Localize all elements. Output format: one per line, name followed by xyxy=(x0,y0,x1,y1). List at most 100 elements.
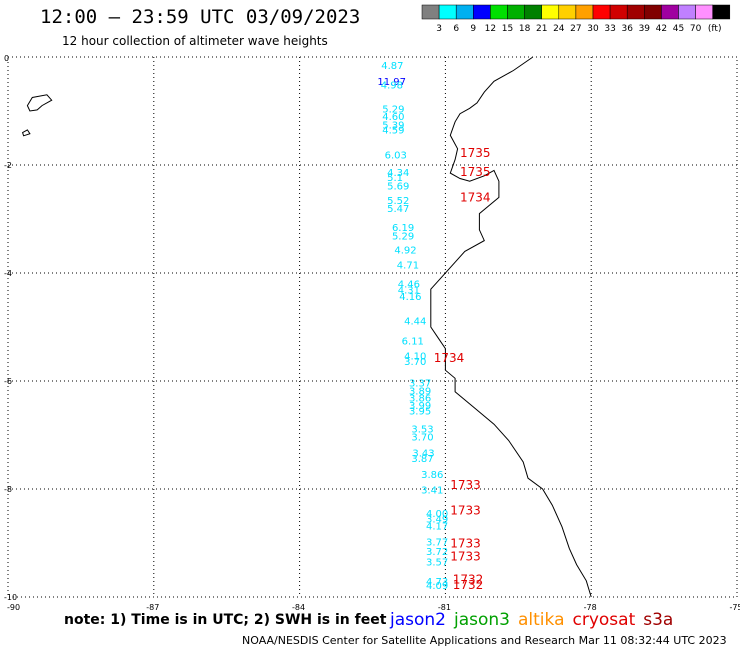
wave-height-label: 6.03 xyxy=(385,151,407,162)
wave-height-label: 3.53 xyxy=(411,424,433,435)
wave-height-label: 3.87 xyxy=(411,454,433,465)
colorbar-swatch xyxy=(661,4,679,20)
wave-height-label: 5.29 xyxy=(392,232,414,243)
wave-height-label: 3.72 xyxy=(426,547,448,558)
wave-height-label: 5.52 xyxy=(387,196,409,207)
wave-height-label: 5.47 xyxy=(387,204,409,215)
satellite-legend-jason2: jason2 xyxy=(390,610,446,630)
wave-height-label: 11.97 xyxy=(377,77,406,88)
galapagos-island xyxy=(26,94,53,112)
wave-height-label: 4.92 xyxy=(394,246,416,257)
colorbar-swatch xyxy=(438,4,457,20)
satellite-legend-altika: altika xyxy=(518,610,565,630)
pass-time-label: 1735 xyxy=(460,146,491,160)
wave-height-label: 4.16 xyxy=(399,292,421,303)
wave-height-label: 5.69 xyxy=(387,181,409,192)
galapagos-islet xyxy=(22,129,31,137)
satellite-legend-cryosat: cryosat xyxy=(572,610,636,630)
colorbar-swatch xyxy=(644,4,662,20)
colorbar-label: 21 xyxy=(536,24,547,34)
pass-time-label: 1734 xyxy=(460,191,491,205)
wave-height-label: 3.70 xyxy=(411,432,433,443)
wave-height-label: 3.37 xyxy=(409,378,431,389)
lat-tick-label: -8 xyxy=(4,485,12,494)
wave-height-label: 4.10 xyxy=(404,351,426,362)
colorbar-label: 12 xyxy=(485,24,496,34)
pass-time-label: 1735 xyxy=(460,165,491,179)
pass-time-label: 1732 xyxy=(453,578,484,592)
map-subtitle: 12 hour collection of altimeter wave hei… xyxy=(62,34,328,48)
colorbar-swatch xyxy=(455,4,474,20)
pass-time-label: 1733 xyxy=(450,478,481,492)
colorbar-swatch xyxy=(712,4,731,20)
colorbar-swatch xyxy=(695,4,713,20)
map-title: 12:00 – 23:59 UTC 03/09/2023 xyxy=(40,6,361,28)
colorbar-swatch xyxy=(626,4,645,20)
wave-height-label: 4.31 xyxy=(398,286,420,297)
wave-height-label: 4.17 xyxy=(426,522,448,533)
lat-tick-label: -2 xyxy=(4,161,12,170)
colorbar-swatch xyxy=(524,4,542,20)
lat-tick-label: -6 xyxy=(4,377,12,386)
wave-height-label: 4.09 xyxy=(426,581,448,592)
wave-height-label: 4.60 xyxy=(382,112,404,123)
lat-tick-label: -4 xyxy=(4,269,12,278)
satellite-legend-jason3: jason3 xyxy=(454,610,510,630)
wave-height-label: 3.86 xyxy=(421,470,443,481)
wave-height-label: 5.1 xyxy=(387,173,403,184)
wave-height-label: 3.89 xyxy=(409,387,431,398)
colorbar-swatch xyxy=(473,4,491,20)
colorbar-swatch xyxy=(421,4,440,20)
wave-height-label: 5.39 xyxy=(382,120,404,131)
wave-height-label: 4.34 xyxy=(387,168,409,179)
lat-tick-label: -10 xyxy=(4,593,17,602)
wave-height-label: 5.29 xyxy=(382,105,404,116)
colorbar-swatch xyxy=(558,4,577,20)
colorbar-unit: (ft) xyxy=(708,24,722,34)
wave-height-label: 3.99 xyxy=(409,401,431,412)
colorbar-swatch xyxy=(575,4,594,20)
colorbar-label: 3 xyxy=(436,24,442,34)
colorbar-label: 45 xyxy=(673,24,684,34)
lon-tick-label: -84 xyxy=(292,603,305,612)
lon-tick-label: -87 xyxy=(146,603,159,612)
pass-time-label: 1733 xyxy=(450,536,481,550)
colorbar-label: 15 xyxy=(502,24,513,34)
wave-height-label: 3.77 xyxy=(426,538,448,549)
wave-height-label: 3.86 xyxy=(409,394,431,405)
colorbar-swatch xyxy=(678,4,696,20)
satellite-legend: jason2 jason3 altika cryosat s3a xyxy=(390,610,681,630)
colorbar-swatch xyxy=(490,4,508,20)
wave-height-label: 4.59 xyxy=(382,126,404,137)
pass-time-label: 1733 xyxy=(450,503,481,517)
wave-height-label: 3.49 xyxy=(426,514,448,525)
colorbar-label: 24 xyxy=(553,24,565,34)
colorbar-label: 33 xyxy=(604,24,615,34)
wave-height-label: 4.87 xyxy=(381,61,403,72)
colorbar-swatch xyxy=(592,4,611,20)
wave-height-label: 4.71 xyxy=(397,261,419,272)
colorbar-swatch xyxy=(541,4,560,20)
wave-height-label: 3.57 xyxy=(426,558,448,569)
colorbar-label: 70 xyxy=(690,24,702,34)
lon-tick-label: -90 xyxy=(7,603,20,612)
wave-height-label: 3.43 xyxy=(412,449,434,460)
wave-height-label: 4.00 xyxy=(426,509,448,520)
pass-time-label: 1733 xyxy=(450,549,481,563)
colorbar-label: 30 xyxy=(587,24,599,34)
wave-height-label: 4.44 xyxy=(404,316,426,327)
footer-note: note: 1) Time is in UTC; 2) SWH is in fe… xyxy=(64,612,387,628)
wave-height-label: 4.73 xyxy=(426,577,448,588)
map-frame xyxy=(7,56,738,598)
wave-height-label: 6.19 xyxy=(392,223,414,234)
wave-height-label: 4.98 xyxy=(381,80,403,91)
wave-height-label: 3.41 xyxy=(421,485,443,496)
colorbar-swatch xyxy=(507,4,525,20)
colorbar-label: 36 xyxy=(621,24,633,34)
lat-tick-label: 0 xyxy=(4,54,9,63)
wave-height-label: 3.95 xyxy=(409,406,431,417)
coastline xyxy=(430,56,592,598)
wave-height-label: 4.46 xyxy=(398,280,420,291)
satellite-legend-s3a: s3a xyxy=(643,610,674,630)
